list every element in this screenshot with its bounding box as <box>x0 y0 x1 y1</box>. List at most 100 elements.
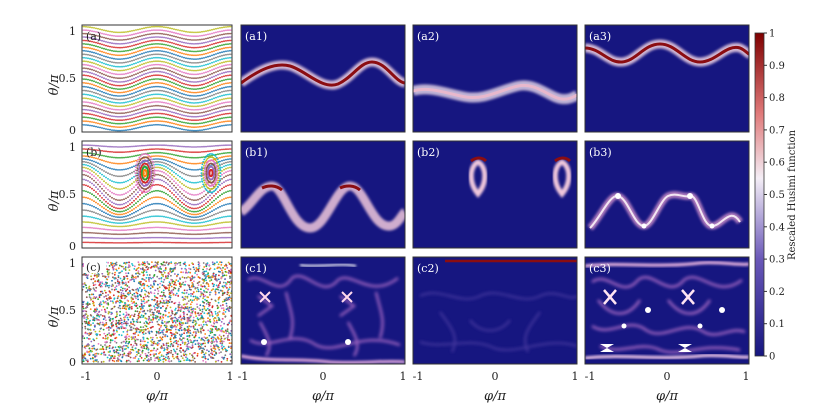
scatter-point <box>86 359 89 362</box>
scatter-point <box>133 195 135 198</box>
scatter-point <box>199 192 201 195</box>
scatter-point <box>137 181 140 184</box>
scatter-point <box>187 186 189 189</box>
scatter-point <box>109 225 111 227</box>
scatter-point <box>169 172 171 175</box>
scatter-point <box>135 29 137 31</box>
scatter-point <box>129 79 131 81</box>
scatter-point <box>95 173 97 175</box>
scatter-point <box>213 123 215 125</box>
scatter-point <box>202 183 205 186</box>
scatter-point <box>191 50 193 53</box>
scatter-point <box>93 95 95 98</box>
scatter-point <box>141 52 143 55</box>
scatter-point <box>179 48 181 50</box>
scatter-point <box>161 144 163 147</box>
scatter-point <box>113 38 115 41</box>
scatter-point <box>229 43 231 45</box>
scatter-point <box>207 196 209 199</box>
scatter-point <box>211 353 214 356</box>
scatter-point <box>153 36 155 38</box>
scatter-point <box>199 73 201 75</box>
scatter-point <box>91 152 93 155</box>
scatter-point <box>131 192 133 195</box>
scatter-point <box>147 221 149 224</box>
scatter-point <box>227 196 229 199</box>
scatter-point <box>125 80 127 83</box>
scatter-point <box>213 126 215 129</box>
scatter-point <box>219 241 221 244</box>
scatter-point <box>179 120 181 123</box>
scatter-point <box>101 237 103 240</box>
scatter-point <box>129 89 131 92</box>
scatter-point <box>163 175 165 178</box>
scatter-point <box>153 50 155 52</box>
scatter-point <box>129 224 131 227</box>
scatter-point <box>209 113 211 115</box>
scatter-point <box>199 198 201 200</box>
scatter-point <box>117 216 119 219</box>
scatter-point <box>101 210 103 213</box>
scatter-point <box>197 98 199 101</box>
scatter-point <box>213 42 215 45</box>
scatter-point <box>121 207 123 210</box>
scatter-point <box>135 178 137 180</box>
scatter-point <box>161 89 163 92</box>
scatter-point <box>227 57 229 59</box>
scatter-point <box>135 338 138 341</box>
scatter-point <box>202 172 204 175</box>
scatter-point <box>109 45 111 48</box>
scatter-point <box>121 50 123 53</box>
scatter-point <box>101 214 103 217</box>
scatter-point <box>133 220 135 222</box>
scatter-point <box>224 348 227 351</box>
scatter-point <box>149 105 151 108</box>
scatter-point <box>195 115 197 118</box>
scatter-point <box>127 68 129 71</box>
scatter-point <box>202 177 205 179</box>
scatter-point <box>89 75 91 78</box>
scatter-point <box>225 40 227 42</box>
scatter-point <box>87 144 89 147</box>
scatter-point <box>147 192 149 195</box>
scatter-point <box>161 39 163 42</box>
scatter-point <box>109 57 111 59</box>
scatter-point <box>181 114 183 116</box>
scatter-point <box>185 204 187 207</box>
scatter-point <box>173 108 175 110</box>
scatter-point <box>143 110 145 113</box>
scatter-point <box>87 161 89 164</box>
scatter-point <box>147 198 149 201</box>
scatter-point <box>171 197 173 199</box>
scatter-point <box>169 241 171 244</box>
scatter-point <box>115 181 117 184</box>
scatter-point <box>215 164 218 167</box>
scatter-point <box>169 103 171 105</box>
scatter-point <box>169 121 171 124</box>
scatter-point <box>193 115 195 118</box>
scatter-point <box>159 161 161 163</box>
scatter-point <box>197 108 199 111</box>
scatter-point <box>227 93 229 96</box>
scatter-point <box>155 151 157 154</box>
scatter-point <box>194 272 197 274</box>
scatter-point <box>89 57 91 60</box>
scatter-point <box>109 145 111 148</box>
scatter-point <box>214 159 217 162</box>
scatter-point <box>141 118 143 121</box>
scatter-point <box>203 221 205 224</box>
scatter-point <box>181 45 183 47</box>
scatter-point <box>129 104 131 106</box>
scatter-point <box>169 190 171 193</box>
scatter-point <box>83 104 85 107</box>
scatter-point <box>195 222 197 225</box>
scatter-point <box>185 53 187 56</box>
scatter-point <box>209 150 211 153</box>
scatter-point <box>103 73 105 76</box>
scatter-point <box>139 181 142 184</box>
scatter-point <box>215 60 217 63</box>
scatter-point <box>111 215 113 217</box>
scatter-point <box>169 95 171 98</box>
scatter-point <box>109 150 111 153</box>
scatter-point <box>145 269 147 271</box>
